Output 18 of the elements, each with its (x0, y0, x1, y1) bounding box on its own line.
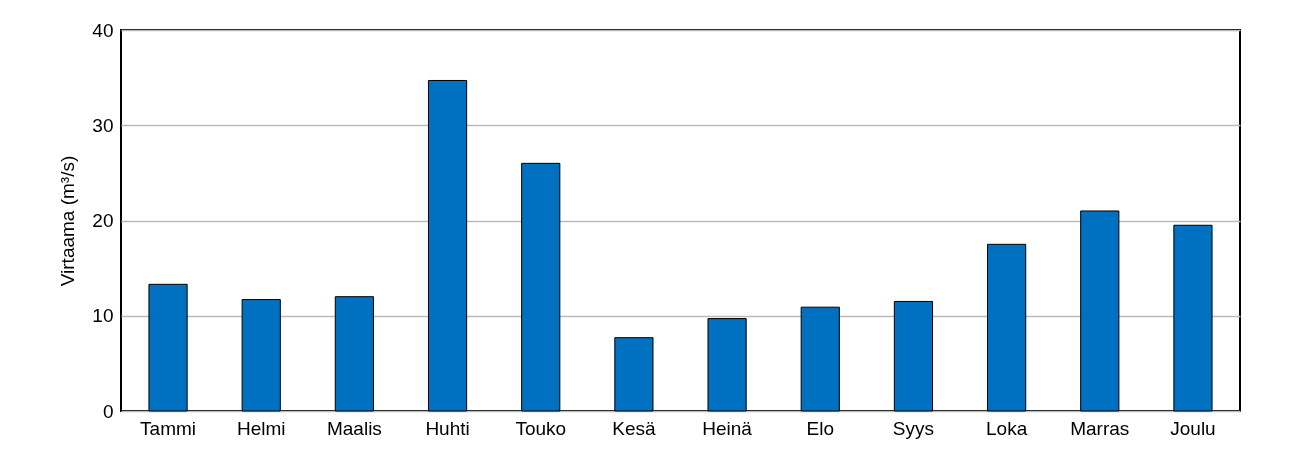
x-tick-label: Maalis (326, 417, 382, 439)
y-tick-label: 30 (92, 114, 114, 136)
x-tick-label: Heinä (702, 417, 753, 439)
y-tick-label: 20 (92, 210, 114, 231)
y-axis-title: Virtaama (m³/s) (57, 155, 79, 287)
x-tick-label: Helmi (236, 417, 286, 439)
x-tick-label: Huhti (425, 417, 470, 439)
x-tick-label: Loka (986, 417, 1028, 439)
x-tick-label: Joulu (1170, 417, 1216, 439)
x-tick-label: Marras (1070, 417, 1130, 439)
y-tick-label: 0 (102, 400, 114, 422)
y-tick-label: 10 (92, 305, 114, 327)
x-tick-label: Syys (892, 417, 935, 439)
x-tick-label: Touko (515, 417, 567, 439)
x-tick-label: Tammi (140, 417, 197, 439)
x-tick-label: Elo (806, 417, 834, 439)
y-tick-label: 40 (92, 19, 114, 41)
x-tick-label: Kesä (612, 417, 656, 439)
